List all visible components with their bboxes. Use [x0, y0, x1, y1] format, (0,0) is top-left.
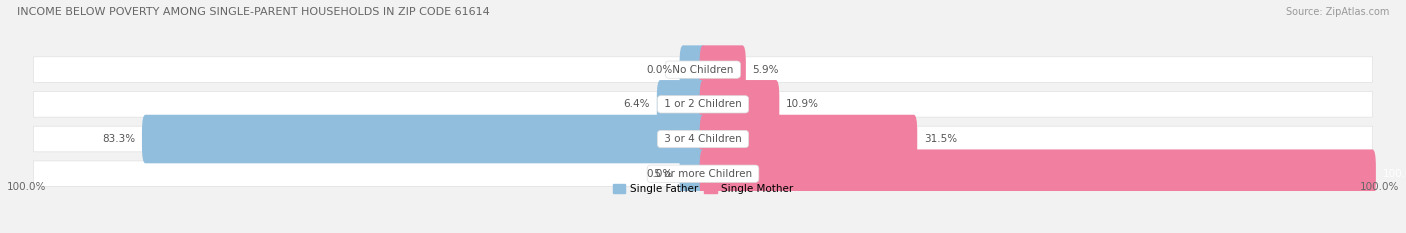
FancyBboxPatch shape: [142, 115, 706, 163]
FancyBboxPatch shape: [700, 115, 917, 163]
Text: 100.0%: 100.0%: [1382, 169, 1406, 179]
Text: 31.5%: 31.5%: [924, 134, 957, 144]
Text: 5.9%: 5.9%: [752, 65, 779, 75]
FancyBboxPatch shape: [34, 126, 1372, 152]
Text: 100.0%: 100.0%: [7, 182, 46, 192]
Text: 10.9%: 10.9%: [786, 99, 820, 109]
Text: 5 or more Children: 5 or more Children: [651, 169, 755, 179]
Text: 0.0%: 0.0%: [647, 169, 673, 179]
Text: INCOME BELOW POVERTY AMONG SINGLE-PARENT HOUSEHOLDS IN ZIP CODE 61614: INCOME BELOW POVERTY AMONG SINGLE-PARENT…: [17, 7, 489, 17]
Legend: Single Father, Single Mother: Single Father, Single Mother: [609, 180, 797, 198]
FancyBboxPatch shape: [700, 45, 745, 94]
Text: 0.0%: 0.0%: [647, 65, 673, 75]
FancyBboxPatch shape: [34, 57, 1372, 82]
FancyBboxPatch shape: [34, 92, 1372, 117]
FancyBboxPatch shape: [679, 45, 706, 94]
FancyBboxPatch shape: [34, 161, 1372, 187]
Text: 83.3%: 83.3%: [103, 134, 135, 144]
Text: 6.4%: 6.4%: [624, 99, 650, 109]
Text: 3 or 4 Children: 3 or 4 Children: [661, 134, 745, 144]
FancyBboxPatch shape: [700, 149, 1376, 198]
FancyBboxPatch shape: [700, 80, 779, 129]
Text: No Children: No Children: [669, 65, 737, 75]
Text: 100.0%: 100.0%: [1360, 182, 1399, 192]
FancyBboxPatch shape: [657, 80, 706, 129]
FancyBboxPatch shape: [679, 149, 706, 198]
Text: Source: ZipAtlas.com: Source: ZipAtlas.com: [1285, 7, 1389, 17]
Text: 1 or 2 Children: 1 or 2 Children: [661, 99, 745, 109]
